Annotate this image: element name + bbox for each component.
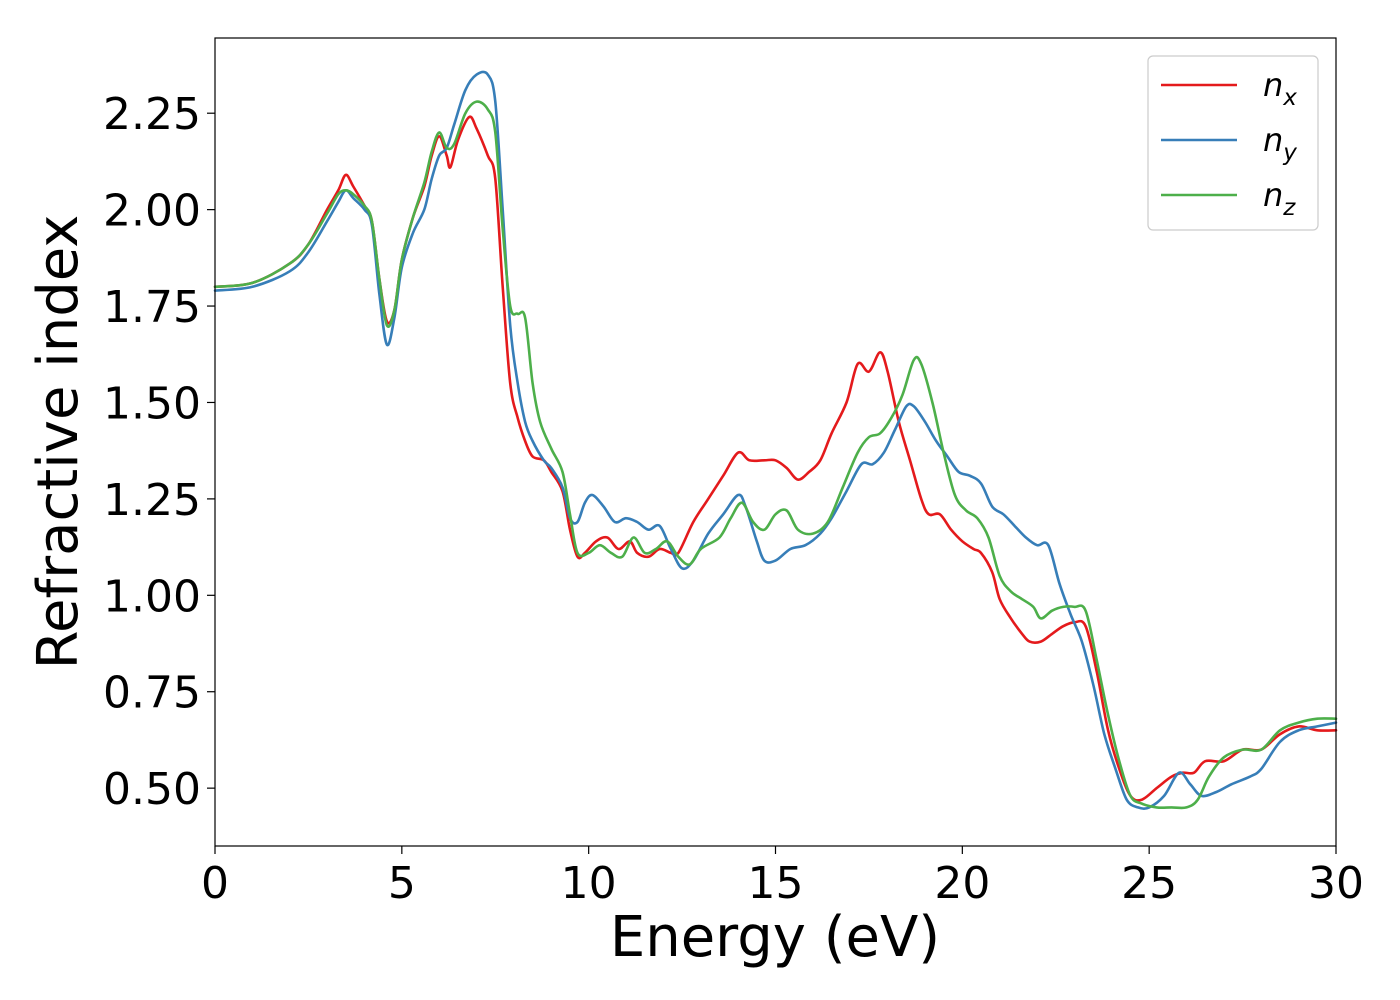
series-line-nz	[213, 100, 1338, 810]
y-tick-label: 1.75	[103, 282, 201, 333]
y-tick-label: 1.50	[103, 378, 201, 429]
x-axis-title: Energy (eV)	[610, 905, 940, 970]
x-tick-label: 25	[1121, 858, 1177, 909]
y-tick-label: 0.75	[103, 668, 201, 719]
y-tick-label: 2.00	[103, 186, 201, 237]
y-tick-label: 1.25	[103, 475, 201, 526]
x-axis-ticks: 0 5 10 15 20 25 30	[201, 846, 1364, 909]
x-tick-label: 15	[748, 858, 804, 909]
series-layer	[213, 70, 1338, 810]
y-tick-label: 0.50	[103, 764, 201, 815]
y-tick-label: 1.00	[103, 571, 201, 622]
y-tick-label: 2.25	[103, 89, 201, 140]
y-axis-title: Refractive index	[26, 215, 91, 670]
legend-box	[1147, 55, 1319, 231]
series-line-ny	[213, 70, 1338, 810]
x-tick-label: 5	[388, 858, 416, 909]
x-tick-label: 30	[1308, 858, 1364, 909]
x-tick-label: 20	[934, 858, 990, 909]
x-tick-label: 10	[561, 858, 617, 909]
x-tick-label: 0	[201, 858, 229, 909]
y-axis-ticks: 0.50 0.75 1.00 1.25 1.50 1.75 2.00 2.25	[103, 89, 215, 815]
